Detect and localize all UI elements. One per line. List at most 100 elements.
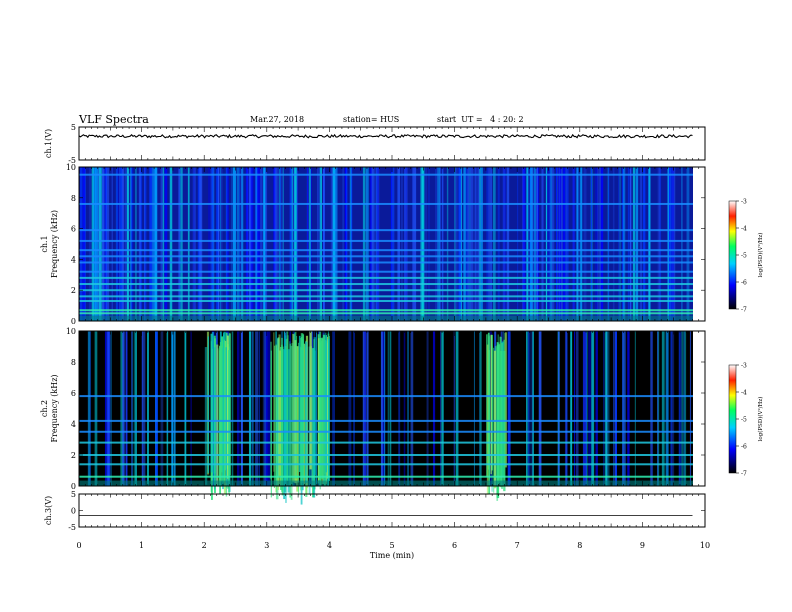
- spectral-streak: [586, 331, 588, 486]
- spectral-streak: [426, 331, 429, 486]
- spectral-streak: [441, 331, 444, 486]
- spectral-streak: [248, 331, 252, 486]
- spectral-streak: [621, 331, 625, 486]
- figure-title: VLF Spectra: [79, 113, 149, 126]
- y-axis-label-0: ch.1: [40, 235, 49, 252]
- colorbars: -3 -4 -5 -6 -7 log(PSD)(V²/Hz) -3 -4 -5 -6 -7 log(P…: [728, 199, 764, 478]
- spectral-streak: [162, 167, 165, 321]
- burst-streak: [319, 338, 322, 487]
- colorbar-tick-label: -3: [741, 363, 747, 370]
- spectral-streak: [211, 167, 215, 321]
- spectral-streak: [187, 167, 190, 321]
- spectral-streak: [282, 167, 284, 321]
- y-tick-label: 2: [71, 451, 76, 460]
- spectral-streak: [435, 167, 438, 321]
- spectral-streak: [348, 331, 352, 486]
- spectral-streak: [79, 167, 83, 321]
- burst-streak: [221, 340, 224, 485]
- spectral-streak: [627, 331, 630, 486]
- x-tick-label: 7: [515, 541, 520, 550]
- burst-streak: [278, 334, 281, 476]
- spectral-streak: [398, 331, 401, 486]
- spectral-streak: [362, 167, 366, 321]
- spectral-streak: [116, 167, 119, 321]
- burst-streak: [216, 344, 219, 487]
- spectral-streak: [255, 331, 259, 486]
- burst-streak: [300, 347, 302, 485]
- spectral-streak: [489, 167, 492, 321]
- spectral-streak: [366, 167, 369, 321]
- spectral-streak: [172, 331, 173, 486]
- colorbar-tick-label: -7: [741, 307, 747, 314]
- spectral-streak: [132, 167, 134, 321]
- spectral-streak: [311, 331, 313, 486]
- time-axis: 0 1 2 3 4 5 6 7 8 9 10 Time (min): [76, 541, 710, 560]
- spectral-streak: [93, 167, 96, 321]
- x-tick-label: 2: [202, 541, 207, 550]
- spectral-streak: [526, 331, 529, 486]
- spectral-streak: [391, 167, 395, 321]
- x-tick-label: 1: [139, 541, 144, 550]
- colorbar-tick-label: -4: [741, 390, 747, 397]
- spectral-streak: [241, 167, 244, 321]
- spectral-streak: [618, 167, 620, 321]
- burst-streak: [313, 337, 317, 475]
- spectral-streak: [362, 331, 365, 486]
- spectral-streak: [138, 167, 141, 321]
- data-gap: [693, 331, 705, 486]
- y-tick-label: 4: [71, 420, 76, 429]
- spectral-streak: [522, 167, 526, 321]
- spectral-streak: [342, 167, 344, 321]
- spectral-streak: [634, 331, 636, 486]
- spectral-streak: [120, 331, 124, 486]
- colorbar-label: log(PSD)(V²/Hz): [757, 233, 764, 278]
- spectral-streak: [404, 167, 406, 321]
- spectral-streak: [579, 167, 583, 321]
- spectral-streak: [502, 167, 506, 321]
- spectral-streak: [428, 167, 430, 321]
- y-axis-label-0: ch.1(V): [44, 129, 53, 158]
- colorbar-tick-label: -6: [741, 444, 747, 451]
- burst-streak: [294, 331, 297, 479]
- spectral-streak: [155, 331, 158, 486]
- spectral-streak: [588, 331, 592, 486]
- spectral-streak: [670, 331, 673, 486]
- spectral-streak: [591, 331, 595, 486]
- burst-streak: [277, 337, 279, 477]
- spectral-streak: [126, 167, 129, 321]
- spectral-streak: [403, 331, 406, 486]
- data-gap: [693, 167, 705, 321]
- spectral-streak: [319, 167, 321, 321]
- burst-streak: [210, 333, 213, 473]
- spectral-streak: [686, 167, 690, 321]
- spectral-streak: [405, 167, 408, 321]
- burst-streak: [211, 332, 214, 484]
- x-tick-label: 4: [327, 541, 332, 550]
- spectral-streak: [251, 331, 254, 486]
- spectral-streak: [490, 167, 492, 321]
- x-tick-label: 0: [76, 541, 81, 550]
- spectral-streak: [558, 331, 560, 486]
- spectral-streak: [94, 331, 98, 486]
- station-label: station= HUS: [343, 115, 400, 124]
- spectral-streak: [665, 331, 669, 486]
- spectral-streak: [115, 167, 118, 321]
- spectral-streak: [608, 167, 610, 321]
- y-axis-label-0: ch.3(V): [44, 496, 53, 525]
- spectral-streak: [669, 167, 672, 321]
- spectrogram-background: [79, 331, 693, 486]
- spectral-streak: [101, 167, 103, 321]
- burst-streak: [293, 334, 296, 483]
- x-tick-label: 8: [577, 541, 582, 550]
- burst-streak: [228, 333, 231, 476]
- spectral-streak: [130, 167, 133, 321]
- spectral-streak: [87, 331, 91, 486]
- spectral-streak: [380, 331, 384, 486]
- spectral-streak: [440, 331, 442, 486]
- tone-line: [79, 283, 693, 286]
- tone-line: [79, 395, 693, 398]
- y-tick-label: 0: [71, 317, 76, 326]
- spectral-streak: [643, 167, 646, 321]
- y-tick-label: 10: [66, 163, 76, 172]
